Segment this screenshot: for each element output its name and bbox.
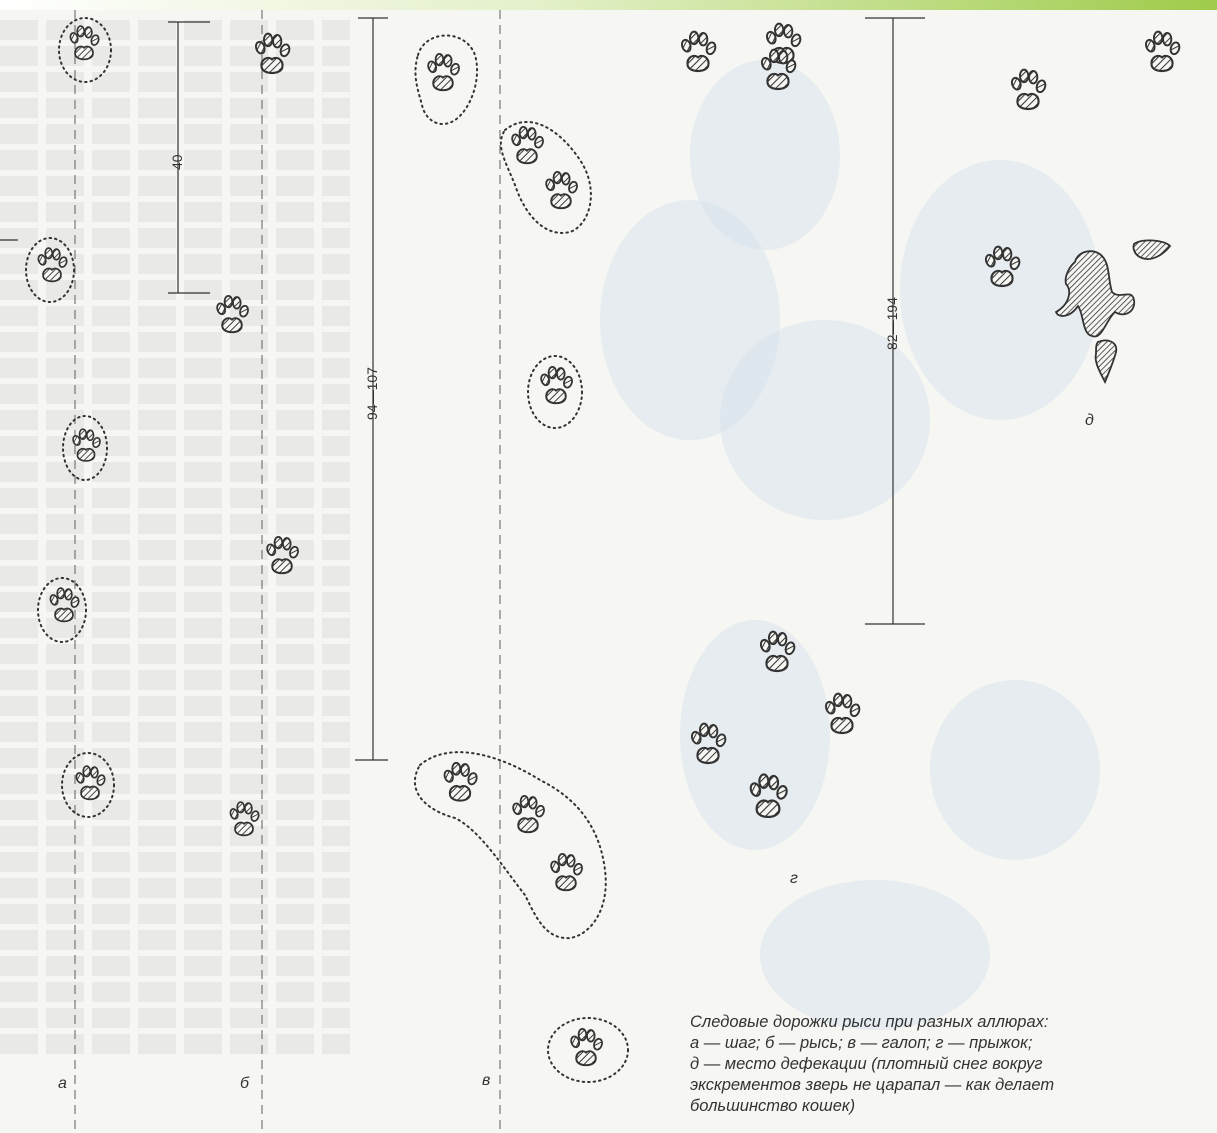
track-centerlines bbox=[74, 10, 501, 1133]
panel-label-d: д bbox=[1085, 412, 1094, 429]
paw-print-column-b bbox=[214, 32, 301, 837]
paw-outlines bbox=[25, 17, 629, 1083]
figure-caption: Следовые дорожки рыси при разных аллюрах… bbox=[690, 1012, 1160, 1117]
top-accent-strip bbox=[0, 0, 1217, 10]
caption-line: Следовые дорожки рыси при разных аллюрах… bbox=[690, 1013, 1049, 1031]
background-blob bbox=[720, 320, 930, 520]
background-blob bbox=[900, 160, 1100, 420]
panel-label-b: б bbox=[240, 1075, 249, 1092]
paw-print-column-g-top bbox=[679, 22, 803, 91]
paw-print-column-a bbox=[36, 25, 107, 801]
background-blob bbox=[930, 680, 1100, 860]
panel-label-a: а bbox=[58, 1075, 67, 1092]
background-blob bbox=[690, 60, 840, 250]
scat-marks bbox=[1054, 239, 1172, 385]
dimension-lines bbox=[0, 17, 925, 761]
caption-line: д — место дефекации (плотный снег вокруг bbox=[690, 1055, 1043, 1073]
caption-line: а — шаг; б — рысь; в — галоп; г — прыжок… bbox=[690, 1034, 1033, 1052]
dimension-label-82-194: 82—194 bbox=[884, 297, 900, 350]
background-blob bbox=[760, 880, 990, 1030]
panel-label-g: г bbox=[790, 870, 798, 887]
paw-print-column-v bbox=[425, 52, 605, 1067]
panel-label-v: в bbox=[482, 1072, 491, 1089]
caption-line: большинство кошек) bbox=[690, 1097, 856, 1115]
paw-print-column-g bbox=[689, 630, 862, 819]
dimension-label-94-107: 94—107 bbox=[364, 367, 380, 420]
caption-line: экскрементов зверь не царапал — как дела… bbox=[690, 1076, 1055, 1094]
dimension-label-40: 40 bbox=[169, 154, 185, 170]
